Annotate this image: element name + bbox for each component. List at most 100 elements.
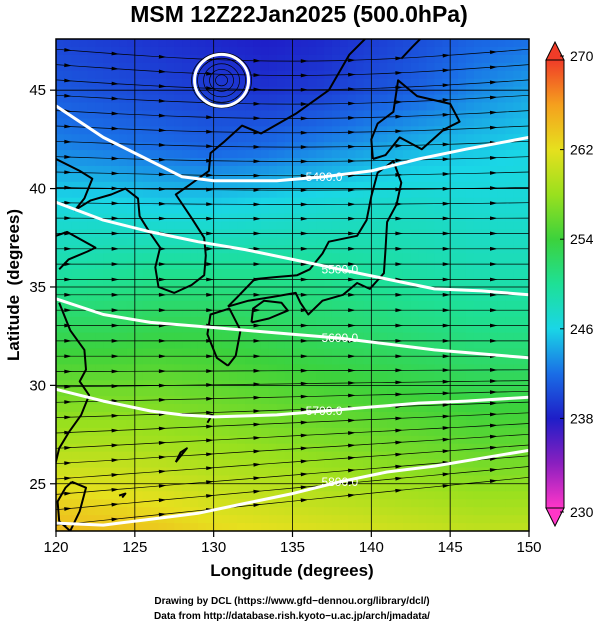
heat-cell [268,396,278,405]
heat-cell [513,396,522,405]
wind-arrow [206,277,214,282]
wind-arrow [206,158,214,163]
heat-cell [324,269,333,278]
heat-cell [450,150,459,159]
wind-arrow [158,128,167,133]
heat-cell [142,70,152,80]
heat-cell [426,221,435,231]
heat-cell [292,523,301,531]
heat-cell [190,364,199,373]
wind-arrow [348,443,356,448]
heat-cell [465,62,475,72]
heat-cell [450,499,459,508]
heat-cell [174,356,183,365]
heat-cell [339,205,349,215]
heat-cell [394,491,404,500]
heat-cell [190,523,199,531]
heat-cell [213,332,223,342]
heat-cell [142,189,152,199]
heat-cell [339,277,349,286]
heat-cell [134,380,144,389]
heat-cell [205,261,215,270]
heat-cell [292,102,301,112]
heat-cell [103,364,112,373]
heat-cell [363,277,372,286]
heat-cell [182,380,191,389]
heat-cell [79,459,89,469]
wind-arrow [300,498,309,503]
heat-cell [497,245,506,254]
heat-cell [308,435,317,445]
heat-cell [205,427,215,437]
heat-cell [158,419,167,429]
heat-cell [213,483,223,492]
heat-cell [387,515,396,524]
heat-cell [166,261,175,270]
wind-arrow [158,277,167,282]
heat-cell [308,285,317,294]
heat-cell [119,308,128,318]
heat-cell [497,285,506,294]
heat-cell [182,213,191,223]
heat-cell [190,150,199,159]
wind-arrow [64,262,72,267]
heat-cell [465,411,475,421]
wind-arrow [206,382,214,387]
wind-arrow [442,402,451,407]
heat-cell [276,269,286,278]
heat-cell [119,459,128,469]
heat-cell [111,173,120,183]
wind-arrow [111,443,120,448]
wind-arrow [442,142,451,147]
heat-cell [363,332,372,342]
wind-arrow [300,407,309,412]
heat-cell [316,499,325,508]
heat-cell [434,46,443,56]
heat-cell [497,459,506,469]
heat-cell [481,380,491,389]
heat-cell [134,308,144,318]
heat-cell [119,467,128,477]
heat-cell [434,102,443,112]
heat-cell [324,459,333,469]
heat-cell [197,499,207,508]
heat-cell [71,221,81,231]
heat-cell [347,78,357,88]
heat-cell [56,372,65,381]
heat-cell [142,237,152,246]
heat-cell [379,396,388,405]
wind-arrow [206,173,214,178]
heat-cell [473,364,483,373]
heat-cell [103,54,112,64]
heat-cell [379,189,388,199]
heat-cell [111,181,120,191]
heat-cell [111,197,120,207]
heat-cell [276,197,286,207]
heat-cell [339,443,349,453]
heat-cell [174,126,183,135]
heat-cell [355,277,365,286]
heat-cell [355,507,365,516]
heat-cell [418,388,428,397]
heat-cell [513,340,522,350]
heat-cell [103,340,112,350]
heat-cell [174,142,183,151]
heat-cell [387,189,396,199]
heat-cell [119,483,128,492]
heat-cell [158,364,167,373]
heat-cell [331,483,341,492]
heat-cell [521,245,529,254]
heat-cell [63,142,73,151]
heat-cell [245,205,254,215]
heat-cell [339,435,349,445]
heat-cell [465,213,475,223]
height-contour [56,387,529,419]
heat-cell [166,102,175,112]
heat-cell [473,173,483,183]
heat-cell [418,150,428,159]
heat-cell [363,150,372,159]
heat-cell [371,285,380,294]
heat-cell [79,419,89,429]
heat-cell [505,165,514,175]
heat-cell [442,324,451,334]
